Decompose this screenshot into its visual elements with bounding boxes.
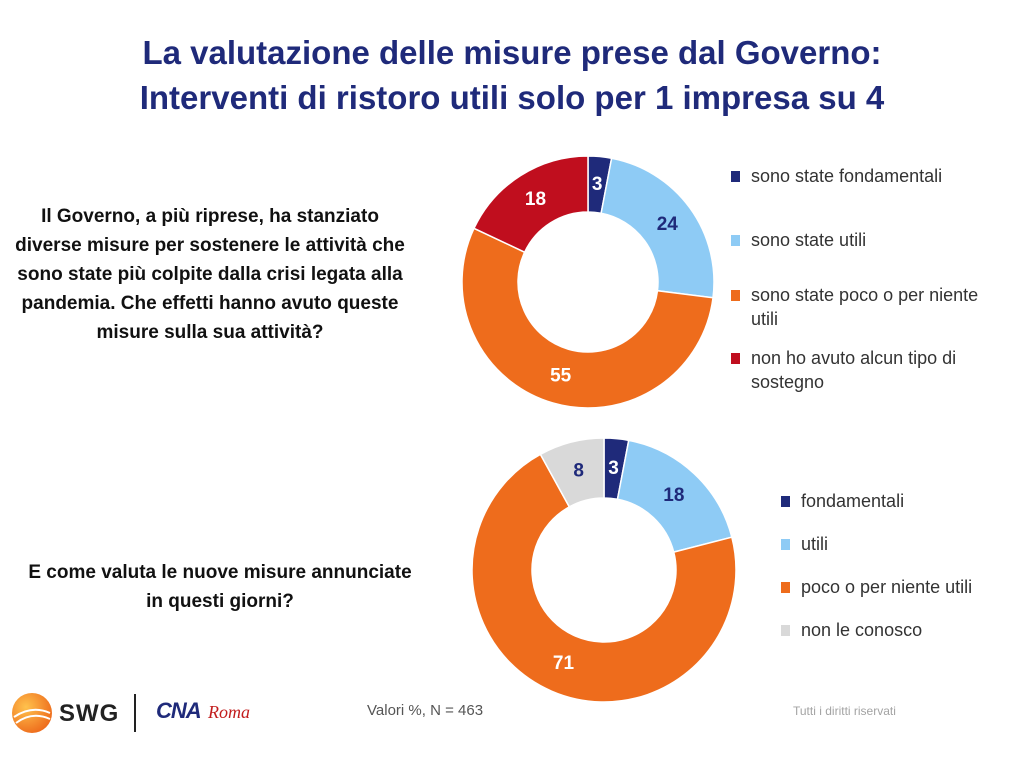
legend-item-0: sono state fondamentali — [731, 164, 991, 188]
legend-item-2: poco o per niente utili — [781, 575, 1011, 599]
legend-label-0: fondamentali — [801, 491, 905, 511]
logo-divider — [134, 694, 136, 732]
legend-item-1: sono state utili — [731, 228, 991, 252]
slice-label-0: 3 — [592, 174, 603, 195]
slice-1 — [600, 157, 715, 299]
legend-swatch-3 — [731, 353, 740, 364]
slice-label-1: 18 — [663, 485, 684, 506]
slice-label-2: 55 — [550, 366, 572, 387]
page-title: La valutazione delle misure prese dal Go… — [0, 30, 1024, 120]
slice-3 — [472, 155, 589, 254]
legend-label-1: utili — [801, 534, 829, 554]
slice-label-3: 18 — [525, 189, 546, 210]
swg-logo-text: SWG — [59, 700, 120, 727]
legend-swatch-2 — [781, 582, 790, 593]
legend-swatch-3 — [781, 625, 790, 636]
legend-label-2: sono state poco o per niente utili — [751, 285, 979, 329]
title-line-1: La valutazione delle misure prese dal Go… — [142, 34, 882, 71]
legend-item-2: sono state poco o per niente utili — [731, 283, 991, 331]
legend-swatch-2 — [731, 290, 740, 301]
legend-item-1: utili — [781, 532, 1011, 556]
slice-2 — [461, 227, 714, 409]
slice-label-3: 8 — [573, 461, 584, 482]
roma-logo-text: Roma — [208, 702, 250, 722]
legend-current-measures: sono state fondamentali sono state utili s… — [731, 164, 991, 394]
question-2: E come valuta le nuove misure annunciate… — [28, 562, 412, 612]
swg-globe-icon — [12, 693, 52, 733]
legend-item-0: fondamentali — [781, 489, 1011, 513]
sample-note: Valori %, N = 463 — [367, 702, 484, 719]
question-1: Il Governo, a più riprese, ha stanziato … — [15, 206, 405, 343]
legend-swatch-0 — [731, 171, 740, 182]
legend-label-2: poco o per niente utili — [801, 577, 973, 597]
cna-logo-text: CNA — [156, 698, 202, 723]
legend-swatch-1 — [781, 539, 790, 550]
legend-label-3: non ho avuto alcun tipo di sostegno — [751, 348, 957, 392]
title-line-2: Interventi di ristoro utili solo per 1 i… — [139, 79, 885, 116]
slice-label-1: 24 — [657, 214, 679, 235]
legend-label-0: sono state fondamentali — [751, 166, 943, 186]
slice-label-2: 71 — [553, 653, 575, 674]
legend-label-1: sono state utili — [751, 230, 867, 250]
slice-2 — [471, 453, 737, 703]
legend-new-measures: fondamentali utili poco o per niente utili… — [781, 489, 1011, 661]
legend-item-3: non ho avuto alcun tipo di sostegno — [731, 346, 991, 394]
donut-chart-current-measures: 3 24 55 18 — [461, 155, 715, 409]
rights-notice: Tutti i diritti riservati — [793, 704, 896, 718]
legend-item-3: non le conosco — [781, 618, 1011, 642]
slice-3 — [539, 437, 605, 508]
legend-swatch-0 — [781, 496, 790, 507]
donut-chart-new-measures: 3 18 71 8 — [471, 437, 737, 703]
legend-label-3: non le conosco — [801, 620, 923, 640]
slice-label-0: 3 — [608, 458, 619, 479]
legend-swatch-1 — [731, 235, 740, 246]
logo-area: SWG CNA Roma — [10, 688, 260, 738]
